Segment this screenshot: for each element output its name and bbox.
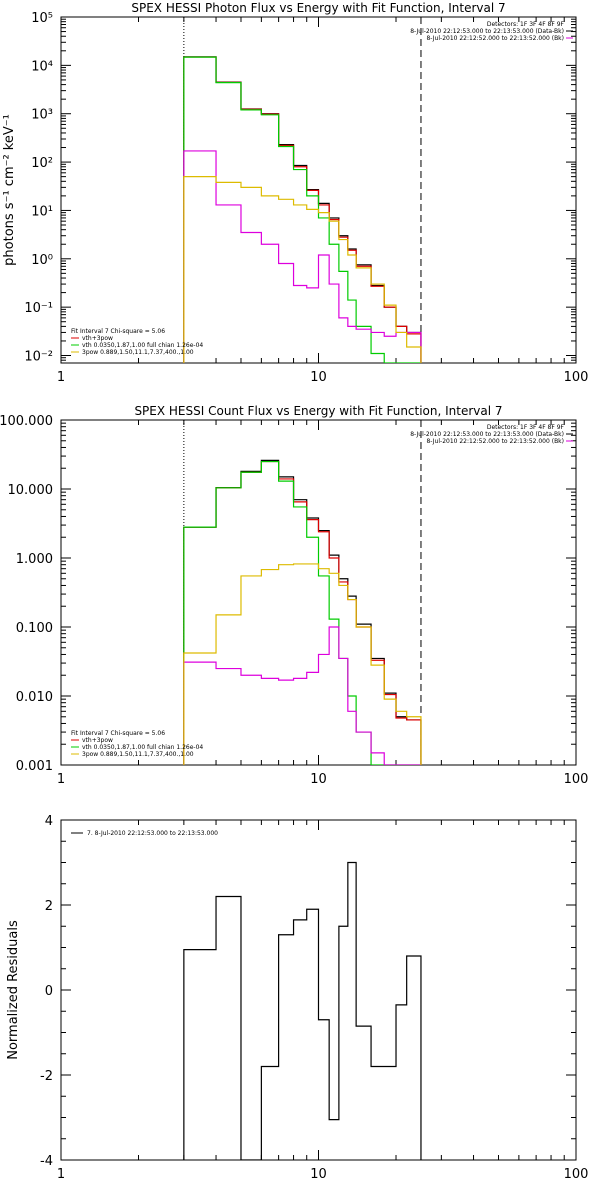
x-tick-label: 100 bbox=[564, 772, 589, 787]
legend-entry: vth 0.0350,1.87,1.00 full chian 1.26e-04 bbox=[82, 342, 203, 349]
legend-top-entry: Detectors: 1F 3F 4F 8F 9F bbox=[487, 21, 565, 28]
legend-entry: vth+3pow bbox=[82, 335, 113, 342]
x-tick-label: 1 bbox=[57, 1167, 65, 1182]
legend-top-entry: 8-Jul-2010 22:12:52.000 to 22:13:52.000 … bbox=[426, 438, 564, 445]
y-axis-label: Normalized Residuals bbox=[6, 920, 21, 1060]
y-tick-label: 10.000 bbox=[8, 483, 54, 498]
y-tick-label: 0.001 bbox=[16, 759, 53, 774]
y-tick-label: 10³ bbox=[31, 108, 53, 123]
y-tick-label: 10¹ bbox=[31, 204, 53, 219]
x-tick-label: 1 bbox=[57, 370, 65, 385]
legend-entry: 7. 8-Jul-2010 22:12:53.000 to 22:13:53.0… bbox=[87, 830, 218, 837]
legend-entry: vth+3pow bbox=[82, 737, 113, 744]
legend-entry: vth 0.0350,1.87,1.00 full chian 1.26e-04 bbox=[82, 744, 203, 751]
y-tick-label: 10⁰ bbox=[31, 253, 53, 268]
legend-fit-header: Fit Interval 7 Chi-square = 5.06 bbox=[71, 328, 165, 335]
legend-top-entry: Detectors: 1F 3F 4F 8F 9F bbox=[487, 424, 565, 431]
series-line-bk bbox=[183, 56, 422, 363]
legend-top-entry: 8-Jul-2010 22:12:52.000 to 22:13:52.000 … bbox=[426, 35, 564, 42]
series-line-vth bbox=[183, 150, 422, 363]
y-tick-label: 10⁻² bbox=[24, 350, 53, 365]
chart-title: SPEX HESSI Count Flux vs Energy with Fit… bbox=[134, 404, 502, 418]
y-tick-label: 4 bbox=[45, 814, 53, 829]
y-tick-label: 0.100 bbox=[16, 621, 53, 636]
legend-fit-header: Fit Interval 7 Chi-square = 5.06 bbox=[71, 730, 165, 737]
y-tick-label: 0 bbox=[45, 984, 53, 999]
y-tick-label: 2 bbox=[45, 899, 53, 914]
chart-title: SPEX HESSI Photon Flux vs Energy with Fi… bbox=[131, 1, 505, 15]
y-tick-label: 10⁻¹ bbox=[24, 301, 53, 316]
y-tick-label: 100.000 bbox=[0, 414, 53, 429]
x-tick-label: 10 bbox=[310, 772, 327, 787]
photon-flux-panel: SPEX HESSI Photon Flux vs Energy with Fi… bbox=[2, 1, 588, 385]
legend-entry: 3pow 0.889,1.50,11.1,7.37,400.,1.00 bbox=[82, 751, 194, 758]
x-tick-label: 100 bbox=[564, 370, 589, 385]
legend-top-entry: 8-Jul-2010 22:12:53.000 to 22:13:53.000 … bbox=[410, 431, 564, 438]
series-line-data-bk bbox=[183, 459, 422, 765]
legend-entry: 3pow 0.889,1.50,11.1,7.37,400.,1.00 bbox=[82, 349, 194, 356]
x-tick-label: 10 bbox=[310, 370, 327, 385]
y-tick-label: -4 bbox=[40, 1154, 53, 1169]
y-tick-label: 0.010 bbox=[16, 690, 53, 705]
x-tick-label: 1 bbox=[57, 772, 65, 787]
y-tick-label: 10⁴ bbox=[31, 59, 53, 74]
y-axis-label: photons s⁻¹ cm⁻² keV⁻¹ bbox=[2, 114, 17, 266]
y-tick-label: 10² bbox=[31, 156, 53, 171]
residuals-panel: 1 10 100 -4 -2 0 2 4 Normalized Residuals 7. 8-Ju… bbox=[6, 814, 588, 1182]
legend-top-entry: 8-Jul-2010 22:12:53.000 to 22:13:53.000 … bbox=[410, 28, 564, 35]
series-line-3pow bbox=[183, 176, 422, 363]
series-line-3pow bbox=[183, 563, 422, 765]
y-tick-label: 1.000 bbox=[16, 552, 53, 567]
series-line-residuals bbox=[183, 861, 422, 1160]
plot-frame bbox=[60, 419, 577, 766]
series-line-vth-3pow bbox=[183, 56, 421, 363]
series-line-vth-3pow bbox=[183, 460, 421, 765]
y-tick-label: 10⁵ bbox=[31, 11, 53, 26]
y-tick-label: -2 bbox=[40, 1069, 53, 1084]
series-line-vth bbox=[183, 626, 421, 765]
series-line-data-bk bbox=[183, 56, 422, 363]
x-tick-label: 100 bbox=[564, 1167, 589, 1182]
x-tick-label: 10 bbox=[310, 1167, 327, 1182]
count-flux-panel: SPEX HESSI Count Flux vs Energy with Fit… bbox=[0, 404, 588, 787]
